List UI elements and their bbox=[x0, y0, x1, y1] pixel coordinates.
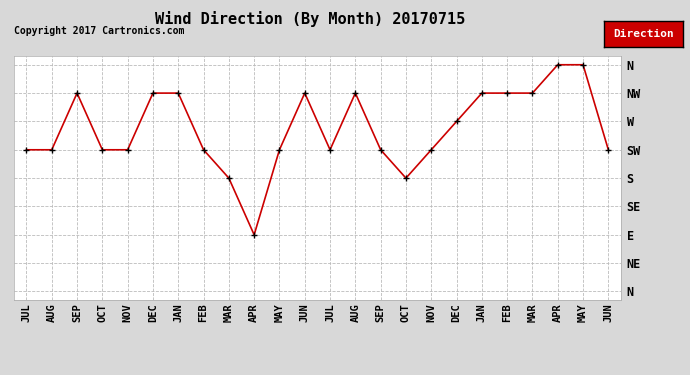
Text: Copyright 2017 Cartronics.com: Copyright 2017 Cartronics.com bbox=[14, 26, 184, 36]
Text: Wind Direction (By Month) 20170715: Wind Direction (By Month) 20170715 bbox=[155, 11, 466, 27]
Text: Direction: Direction bbox=[613, 29, 674, 39]
